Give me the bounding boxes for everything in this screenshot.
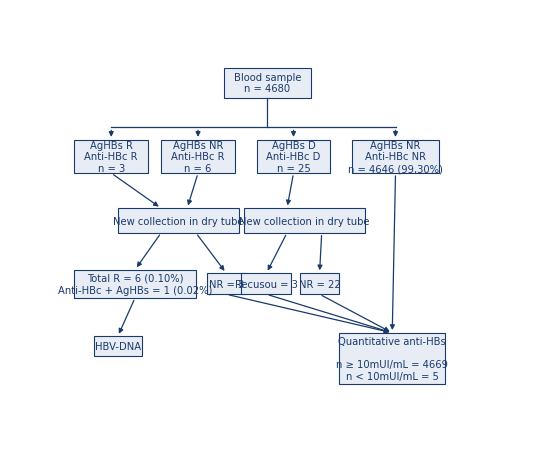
FancyBboxPatch shape: [118, 209, 239, 233]
Text: Quantitative anti-HBs

n ≥ 10mUI/mL = 4669
n < 10mUI/mL = 5: Quantitative anti-HBs n ≥ 10mUI/mL = 466…: [336, 336, 448, 381]
Text: New collection in dry tube: New collection in dry tube: [113, 216, 244, 226]
Text: AgHBs NR
Anti-HBc R
n = 6: AgHBs NR Anti-HBc R n = 6: [171, 141, 225, 174]
FancyBboxPatch shape: [161, 141, 235, 174]
FancyBboxPatch shape: [300, 273, 339, 294]
Text: Blood sample
n = 4680: Blood sample n = 4680: [234, 73, 301, 94]
FancyBboxPatch shape: [94, 337, 142, 356]
FancyBboxPatch shape: [207, 273, 246, 294]
FancyBboxPatch shape: [74, 270, 196, 298]
Text: NR = 22: NR = 22: [298, 279, 340, 289]
FancyBboxPatch shape: [241, 273, 291, 294]
FancyBboxPatch shape: [256, 141, 330, 174]
FancyBboxPatch shape: [74, 141, 148, 174]
Text: New collection in dry tube: New collection in dry tube: [239, 216, 370, 226]
Text: AgHBs R
Anti-HBc R
n = 3: AgHBs R Anti-HBc R n = 3: [85, 141, 138, 174]
FancyBboxPatch shape: [352, 141, 439, 174]
Text: AgHBs D
Anti-HBc D
n = 25: AgHBs D Anti-HBc D n = 25: [267, 141, 321, 174]
Text: Total R = 6 (0.10%)
Anti-HBc + AgHBs = 1 (0.02%): Total R = 6 (0.10%) Anti-HBc + AgHBs = 1…: [58, 273, 212, 295]
Text: Recusou = 3: Recusou = 3: [235, 279, 298, 289]
FancyBboxPatch shape: [339, 333, 445, 384]
FancyBboxPatch shape: [244, 209, 365, 233]
Text: HBV-DNA: HBV-DNA: [95, 341, 141, 351]
Text: AgHBs NR
Anti-HBc NR
n = 4646 (99,30%): AgHBs NR Anti-HBc NR n = 4646 (99,30%): [348, 141, 443, 174]
Text: NR = 3: NR = 3: [209, 279, 244, 289]
FancyBboxPatch shape: [224, 69, 311, 98]
